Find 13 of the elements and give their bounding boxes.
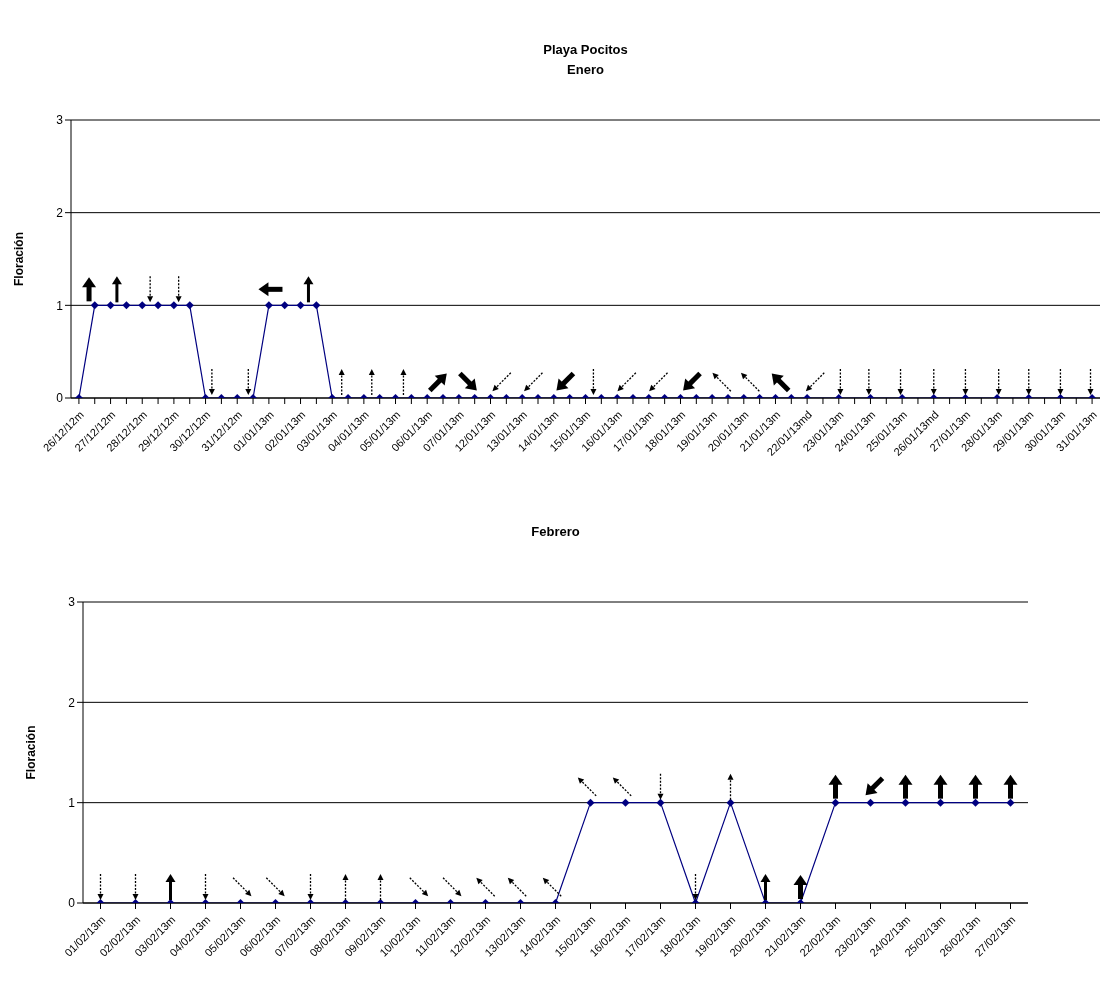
y-axis-title: Floración [24,725,39,780]
y-tick-label: 0 [68,896,76,911]
chart-subtitle: Enero [566,61,605,79]
y-tick-label: 3 [68,595,76,610]
y-axis-title: Floración [12,231,27,287]
y-tick-label: 2 [68,695,76,710]
y-tick-label: 1 [68,795,76,810]
chart-title: Playa Pocitos [542,41,629,59]
y-tick-label: 0 [56,391,64,406]
y-tick-label: 1 [56,298,64,313]
y-tick-label: 3 [56,113,64,128]
chart-title: Febrero [530,523,581,541]
y-tick-label: 2 [56,205,64,220]
